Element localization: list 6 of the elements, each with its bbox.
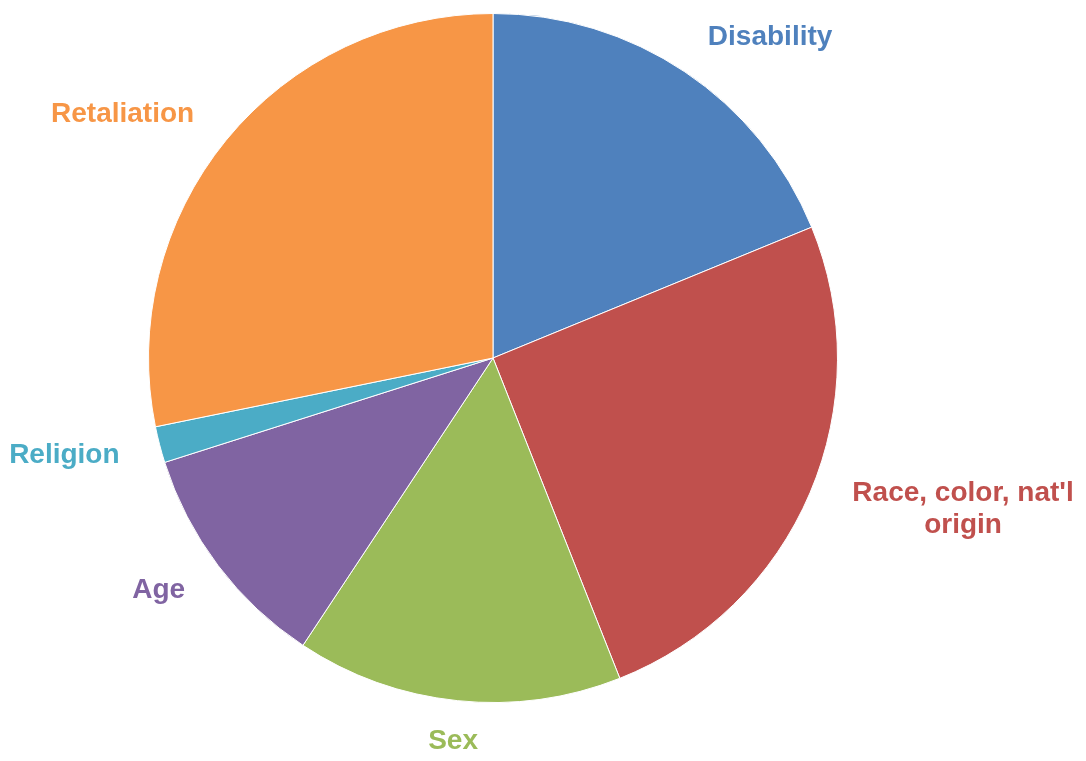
slice-label: Age [132,573,186,605]
slice-label: Religion [9,437,120,469]
slice-label: Sex [428,724,479,756]
slice-label: Disability [707,20,833,52]
slice-label: Retaliation [51,96,195,128]
slice-label: Race, color, nat'l origin [852,475,1074,539]
